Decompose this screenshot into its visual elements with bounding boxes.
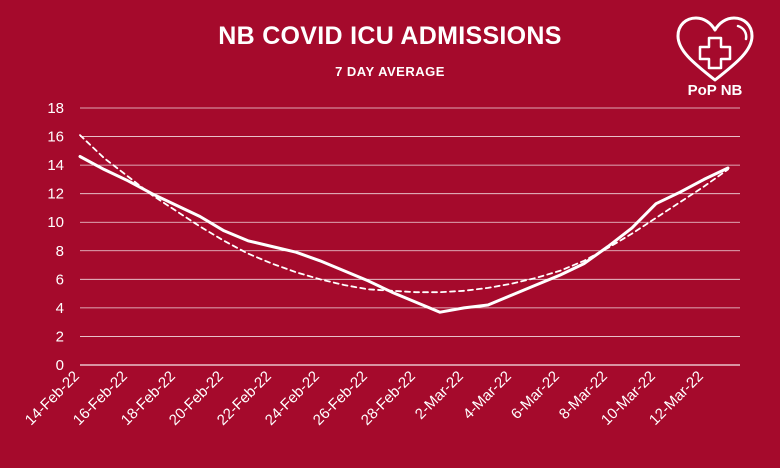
data-line: [78, 155, 730, 314]
heart-with-cross-icon: [676, 16, 754, 82]
y-tick-label: 2: [56, 328, 64, 345]
y-tick-label: 14: [47, 157, 64, 174]
x-tick-label: 6-Mar-22: [508, 368, 563, 423]
pop-nb-logo: PoP NB: [672, 14, 758, 106]
y-tick-label: 10: [47, 214, 64, 231]
y-tick-label: 8: [56, 243, 64, 260]
y-tick-label: 6: [56, 271, 64, 288]
y-tick-label: 4: [56, 300, 64, 317]
chart-title: NB COVID ICU ADMISSIONS: [218, 22, 562, 50]
x-tick-label: 2-Mar-22: [412, 368, 467, 423]
x-tick-label: 4-Mar-22: [460, 368, 515, 423]
y-tick-label: 0: [56, 357, 64, 374]
y-tick-label: 16: [47, 129, 64, 146]
chart-subtitle: 7 DAY AVERAGE: [335, 64, 445, 79]
trend-line: [79, 134, 729, 294]
y-tick-label: 18: [47, 100, 64, 117]
y-tick-label: 12: [47, 186, 64, 203]
logo-text: PoP NB: [687, 82, 743, 99]
